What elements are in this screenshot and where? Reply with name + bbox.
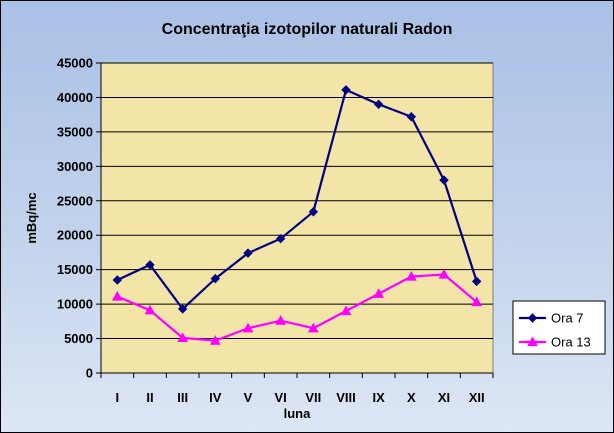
- series-ora-13: [111, 268, 483, 345]
- y-tick-label: 5000: [64, 331, 93, 346]
- x-axis-label: luna: [284, 406, 311, 421]
- x-tick-label: X: [407, 390, 416, 405]
- series-line-ora-13: [116, 273, 478, 342]
- data-point: [439, 175, 449, 185]
- legend-label-ora-13: Ora 13: [551, 335, 591, 350]
- y-tick-label: 20000: [57, 228, 93, 243]
- legend-marker-ora-7: [527, 313, 538, 323]
- x-tick-label: I: [116, 390, 120, 405]
- data-point: [210, 273, 221, 284]
- data-point: [405, 271, 417, 281]
- data-point: [471, 296, 483, 307]
- data-point: [243, 248, 253, 258]
- x-tick-label: XI: [438, 390, 450, 405]
- data-point: [341, 85, 351, 95]
- data-point: [209, 335, 221, 345]
- y-tick-label: 30000: [57, 159, 93, 174]
- data-series: [111, 85, 483, 345]
- series-ora-7: [112, 85, 482, 314]
- data-point: [373, 288, 385, 298]
- data-point: [406, 112, 417, 122]
- data-point: [373, 99, 384, 110]
- data-point: [275, 233, 286, 244]
- legend-marker-ora-13: [527, 336, 538, 347]
- y-tick-label: 45000: [57, 56, 93, 71]
- data-point: [112, 275, 123, 285]
- data-point: [145, 260, 155, 270]
- data-point: [438, 268, 450, 279]
- y-tick-label: 35000: [57, 124, 93, 139]
- data-point: [275, 315, 287, 325]
- data-point: [111, 291, 123, 301]
- data-point: [471, 276, 482, 287]
- y-tick-label: 15000: [57, 262, 93, 277]
- gridlines: [101, 62, 493, 340]
- x-tick-label: II: [146, 390, 153, 405]
- y-tick-label: 40000: [57, 90, 93, 105]
- y-axis-label: mBq/mc: [24, 192, 39, 243]
- x-tick-label: IX: [373, 390, 386, 405]
- data-point: [177, 332, 189, 342]
- x-tick-label: VII: [305, 390, 321, 405]
- x-tick-label: VIII: [336, 390, 356, 405]
- y-tick-label: 25000: [57, 193, 93, 208]
- y-tick-label: 0: [86, 366, 93, 381]
- chart-title: Concentraţia izotopilor naturali Radon: [162, 21, 453, 38]
- x-tick-label: IV: [209, 390, 222, 405]
- data-point: [177, 304, 188, 314]
- plot-area: [100, 62, 494, 374]
- y-tick-label: 10000: [57, 297, 93, 312]
- x-tick-label: XII: [469, 390, 485, 405]
- axes: 0 5000 10000 15000 20000 25000 30000 35000 40000…: [57, 56, 494, 405]
- data-point: [144, 304, 156, 315]
- x-tick-label: V: [244, 390, 253, 405]
- data-point: [242, 322, 254, 333]
- data-point: [308, 207, 319, 217]
- legend: Ora 7 Ora 13: [512, 300, 606, 355]
- legend-label-ora-7: Ora 7: [551, 311, 584, 326]
- series-line-ora-7: [116, 88, 478, 311]
- data-point: [340, 305, 352, 316]
- x-tick-label: III: [177, 390, 188, 405]
- data-point: [307, 322, 319, 333]
- x-tick-label: VI: [275, 390, 287, 405]
